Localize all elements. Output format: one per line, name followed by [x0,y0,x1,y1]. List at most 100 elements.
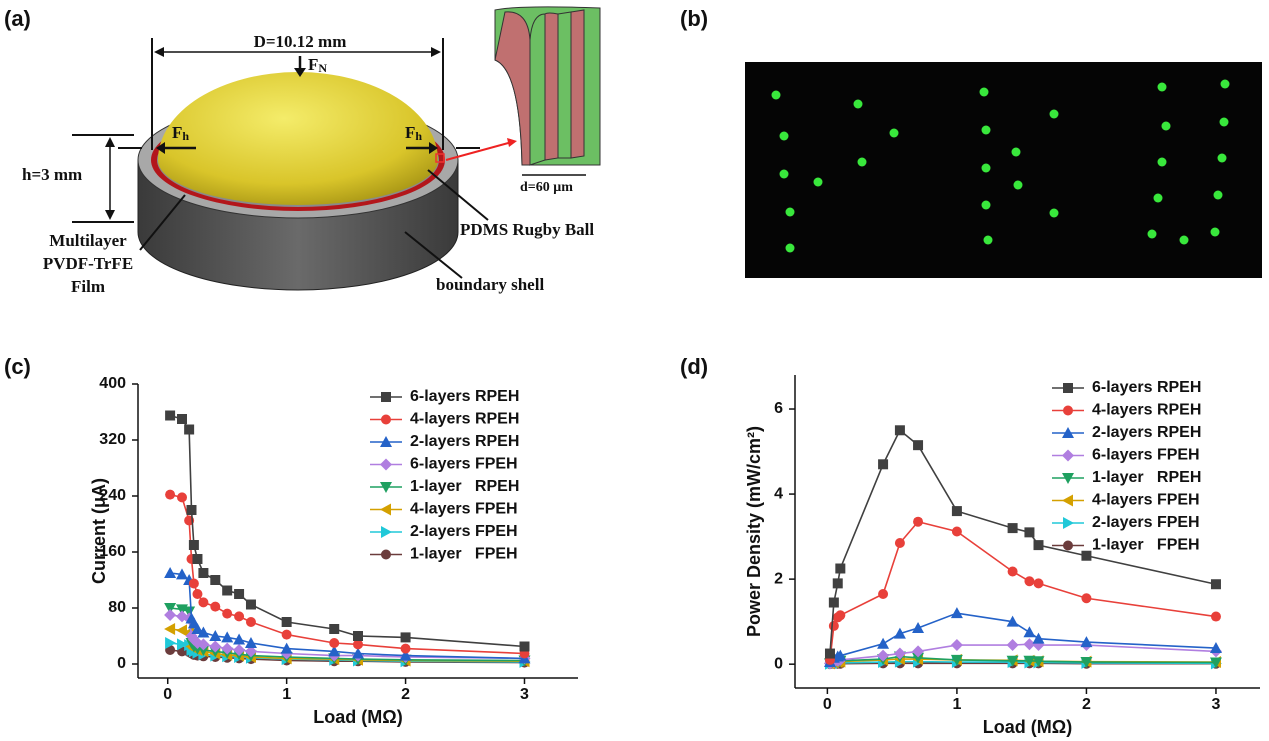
force-arrow [294,68,306,77]
marker [1007,566,1018,577]
led-group [771,79,1230,253]
legend-label: 1-layer FPEH [1092,537,1200,554]
film-label: Film [71,277,105,296]
marker [878,459,889,470]
x-tick-label: 3 [1212,696,1221,713]
marker [280,642,293,654]
marker [1210,611,1221,622]
legend-marker [1063,405,1073,416]
legend-label: 4-layers FPEH [410,501,518,518]
marker [352,647,364,659]
marker [1006,655,1019,667]
rugby-ball [158,72,438,205]
force-arrow [429,142,438,154]
marker [245,617,256,627]
marker [197,645,210,656]
y-tick-label: 320 [99,431,126,448]
legend-marker [381,414,391,425]
led [1217,153,1227,163]
marker [912,622,925,634]
marker [400,632,411,643]
marker [186,505,197,515]
marker [177,414,187,424]
dim-arrow [105,137,115,220]
legend-label: 4-layers FPEH [1092,492,1200,509]
marker [244,637,257,648]
marker [1006,615,1019,627]
force-symbol: F [308,55,318,74]
marker [176,568,188,580]
marker [184,424,195,435]
marker [1080,657,1093,669]
led [1161,121,1171,131]
marker [188,578,199,589]
led [1013,180,1023,190]
marker [1024,527,1035,538]
marker [221,631,234,643]
legend-marker [380,482,392,493]
legend-label: 6-layers FPEH [1092,447,1200,464]
marker [828,620,839,631]
legend-label: 2-layers FPEH [1092,514,1200,531]
series-line [169,493,525,655]
zoom-box [435,153,445,163]
marker [912,645,925,658]
marker [328,645,341,657]
zoom-arrow [507,138,517,147]
x-tick-label: 1 [282,686,291,703]
marker [197,638,210,651]
legend-label: 1-layer RPEH [410,478,519,495]
x-tick-label: 2 [1082,696,1091,713]
led [1210,227,1220,237]
marker [244,645,257,658]
force-label: FN [308,55,327,75]
marker [192,589,203,599]
series-line [169,414,525,648]
layer [529,13,546,166]
legend-label: 4-layers RPEH [410,411,519,428]
marker [950,654,963,666]
marker [1023,655,1036,667]
x-tick-label: 2 [401,686,410,703]
legend-label: 2-layers RPEH [1092,424,1201,441]
marker [1023,638,1036,651]
led [983,235,993,245]
x-axis-label: Load (MΩ) [313,707,402,727]
y-tick-label: 80 [108,599,126,616]
marker [834,649,847,661]
led [1219,117,1229,127]
marker [1210,579,1221,590]
legend-marker [1062,473,1074,484]
marker [329,624,340,634]
y-tick-label: 0 [774,655,783,672]
marker [234,589,245,599]
marker [191,623,204,634]
marker [1081,593,1092,604]
led [857,157,867,167]
marker [245,599,256,610]
led [1220,79,1230,89]
legend-marker [1063,517,1074,529]
led [1049,208,1059,218]
legend-marker [380,436,392,447]
legend-label: 1-layer RPEH [1092,469,1201,486]
marker [951,526,962,537]
legend-marker [1063,540,1073,551]
force-label: Fh [405,123,422,143]
marker [1080,636,1093,648]
marker [893,627,906,639]
panel-label: (c) [4,354,31,379]
marker [824,648,835,659]
marker [164,567,177,578]
marker [913,440,924,451]
marker [1033,540,1044,551]
marker [400,643,411,654]
legend-marker [1062,427,1074,438]
x-tick-label: 3 [520,686,529,703]
force-subscript: N [318,61,327,75]
film-label: Multilayer [49,231,127,250]
led [779,131,789,141]
marker [828,597,839,608]
height-label: h=3 mm [22,165,82,184]
